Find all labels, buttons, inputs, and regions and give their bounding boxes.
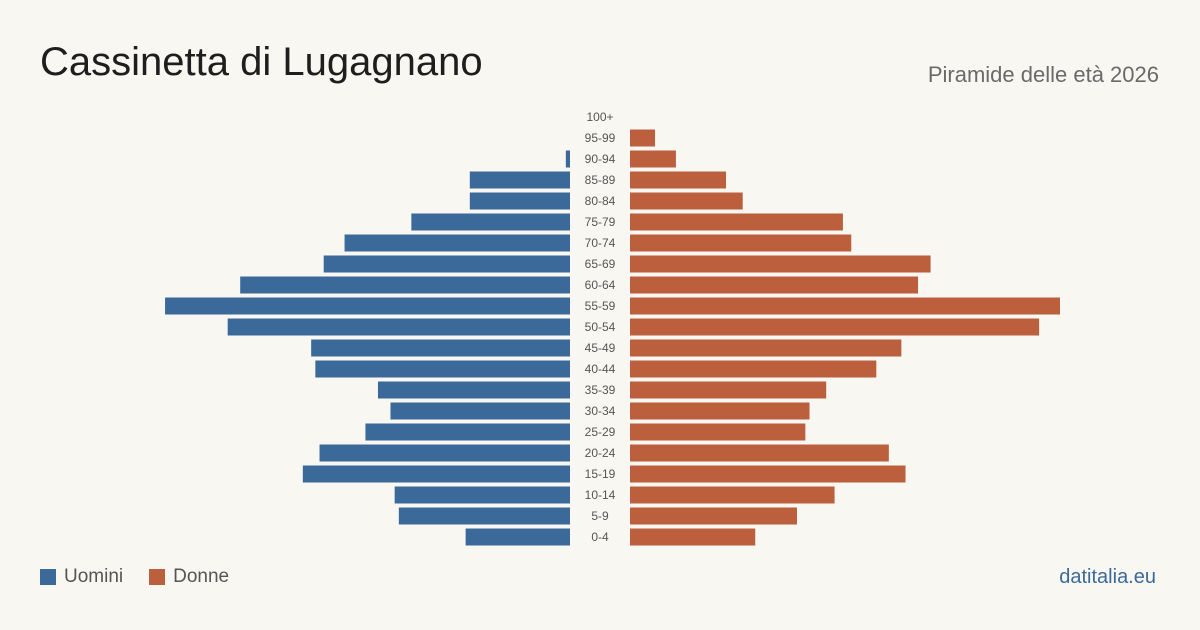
bar-male <box>227 318 570 336</box>
bar-male <box>365 423 570 441</box>
bar-male <box>311 339 570 357</box>
bar-male <box>469 171 570 189</box>
age-label: 65-69 <box>585 257 616 271</box>
bar-male <box>323 255 570 273</box>
bar-female <box>630 171 727 189</box>
age-label: 45-49 <box>585 341 616 355</box>
bar-female <box>630 276 919 294</box>
bar-male <box>302 465 570 483</box>
age-label: 15-19 <box>585 467 616 481</box>
bar-male <box>398 507 570 525</box>
age-label: 90-94 <box>585 152 616 166</box>
age-label: 55-59 <box>585 299 616 313</box>
age-label: 25-29 <box>585 425 616 439</box>
bar-male <box>377 381 570 399</box>
age-label: 85-89 <box>585 173 616 187</box>
legend-item-female: Donne <box>149 566 229 588</box>
bar-female <box>630 465 906 483</box>
legend-label-male: Uomini <box>64 566 124 587</box>
age-label: 30-34 <box>585 404 616 418</box>
bar-male <box>315 360 570 378</box>
legend-swatch-male <box>40 569 56 585</box>
bar-female <box>630 444 889 462</box>
bar-male <box>465 528 570 546</box>
bar-male <box>319 444 570 462</box>
bar-female <box>630 486 835 504</box>
bar-female <box>630 234 852 252</box>
bar-female <box>630 318 1040 336</box>
bar-male <box>344 234 570 252</box>
age-label: 100+ <box>586 110 613 124</box>
bar-female <box>630 192 743 210</box>
age-label: 75-79 <box>585 215 616 229</box>
legend-item-male: Uomini <box>40 566 123 588</box>
bar-female <box>630 255 931 273</box>
bar-female <box>630 213 843 231</box>
brand-link[interactable]: datitalia.eu <box>1059 566 1156 588</box>
bar-female <box>630 129 656 147</box>
bar-female <box>630 423 806 441</box>
age-label: 20-24 <box>585 446 616 460</box>
age-label: 95-99 <box>585 131 616 145</box>
age-label: 60-64 <box>585 278 616 292</box>
bar-male <box>390 402 570 420</box>
age-label: 70-74 <box>585 236 616 250</box>
bar-female <box>630 381 827 399</box>
bar-female <box>630 150 676 168</box>
legend: Uomini Donne <box>40 566 255 588</box>
bar-male <box>469 192 570 210</box>
bar-male <box>565 150 570 168</box>
age-label: 80-84 <box>585 194 616 208</box>
bar-female <box>630 297 1060 315</box>
age-label: 50-54 <box>585 320 616 334</box>
bar-female <box>630 507 797 525</box>
age-label: 10-14 <box>585 488 616 502</box>
bar-male <box>411 213 570 231</box>
bar-male <box>165 297 571 315</box>
bar-female <box>630 402 810 420</box>
bar-female <box>630 360 877 378</box>
page-title: Cassinetta di Lugagnano <box>40 40 483 84</box>
legend-swatch-female <box>149 569 166 585</box>
bar-male <box>394 486 570 504</box>
bar-female <box>630 528 756 546</box>
chart-subtitle: Piramide delle età 2026 <box>927 62 1159 87</box>
age-label: 40-44 <box>585 362 616 376</box>
bar-female <box>630 339 902 357</box>
age-label: 5-9 <box>591 509 609 523</box>
legend-label-female: Donne <box>173 566 230 587</box>
age-label: 35-39 <box>585 383 616 397</box>
bar-male <box>240 276 571 294</box>
age-label: 0-4 <box>591 530 609 544</box>
